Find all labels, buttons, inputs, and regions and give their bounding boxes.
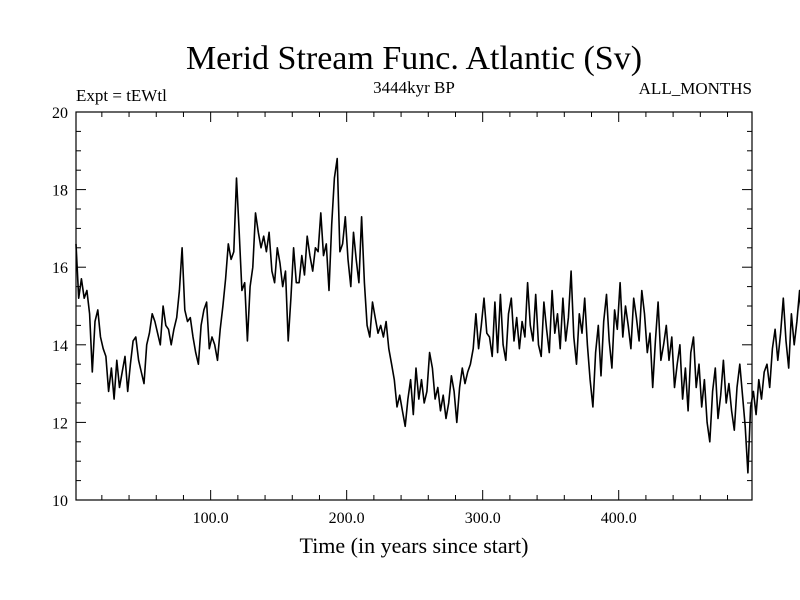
y-tick-label: 14 bbox=[52, 338, 68, 355]
experiment-label: Expt = tEWtl bbox=[76, 86, 167, 105]
x-tick-label: 400.0 bbox=[601, 510, 637, 527]
y-tick-label: 16 bbox=[52, 260, 68, 277]
x-axis-ticks: 100.0 200.0 300.0 400.0 bbox=[101, 112, 729, 527]
y-tick-label: 18 bbox=[52, 183, 68, 200]
y-tick-label: 10 bbox=[52, 493, 68, 510]
series-line bbox=[75, 157, 800, 474]
y-tick-label: 12 bbox=[52, 415, 68, 432]
y-tick-label: 20 bbox=[52, 105, 68, 122]
plot-frame bbox=[75, 111, 753, 501]
x-axis-label: Time (in years since start) bbox=[300, 533, 529, 558]
x-tick-label: 100.0 bbox=[193, 510, 229, 527]
chart-title: Merid Stream Func. Atlantic (Sv) bbox=[186, 40, 642, 77]
x-tick-label: 300.0 bbox=[465, 510, 501, 527]
x-tick-label: 200.0 bbox=[329, 510, 365, 527]
months-label: ALL_MONTHS bbox=[639, 79, 752, 98]
y-axis-ticks: 10 12 14 16 18 20 bbox=[52, 105, 752, 510]
chart-subtitle: 3444kyr BP bbox=[373, 78, 455, 97]
